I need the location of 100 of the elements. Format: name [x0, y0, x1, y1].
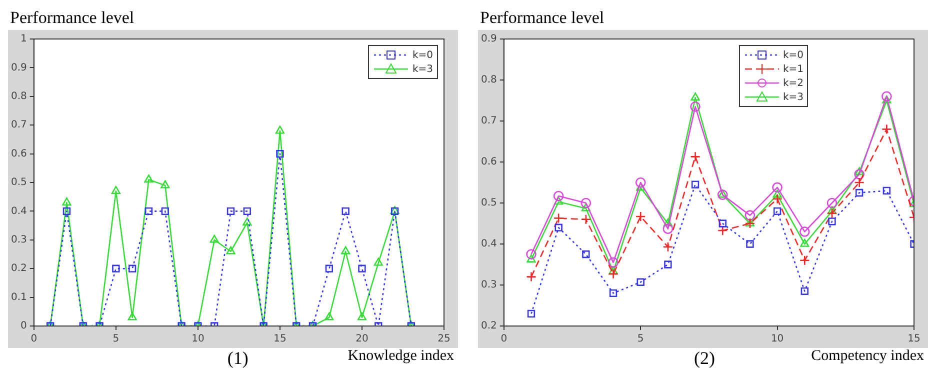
point — [553, 213, 564, 224]
x-tick-label: 5 — [637, 334, 644, 345]
point — [772, 190, 782, 198]
point — [276, 150, 284, 158]
point — [160, 180, 170, 188]
point — [854, 177, 864, 188]
point — [882, 186, 890, 195]
x-tick-label: 20 — [356, 334, 368, 345]
x-tick-label: 10 — [192, 334, 204, 345]
point — [854, 167, 864, 176]
point — [663, 218, 672, 226]
point — [342, 207, 350, 216]
point — [690, 102, 700, 112]
point — [526, 254, 536, 262]
point — [325, 264, 334, 272]
point — [746, 240, 754, 248]
point — [341, 246, 350, 254]
point — [690, 152, 700, 162]
x-tick-label: 15 — [908, 334, 920, 345]
y-axis-title: Performance level — [9, 8, 136, 29]
point — [690, 92, 700, 101]
point — [608, 257, 618, 268]
y-axis-title: Performance level — [479, 8, 606, 29]
y-tick-label: 0.3 — [480, 280, 497, 291]
y-tick-label: 0.4 — [480, 238, 497, 250]
point — [882, 91, 892, 102]
point — [609, 289, 618, 298]
y-tick-label: 0.9 — [10, 62, 27, 74]
x-tick-label: 0 — [500, 334, 508, 345]
y-tick-label: 0.8 — [10, 90, 27, 102]
point — [144, 207, 153, 216]
point — [744, 218, 756, 229]
point — [744, 210, 756, 220]
point — [800, 238, 810, 247]
legend-label: k=1 — [782, 64, 804, 74]
point — [210, 234, 219, 243]
y-tick-label: 1 — [20, 34, 27, 45]
x-tick-label: 15 — [274, 334, 286, 345]
point — [800, 287, 808, 295]
x-axis-title: Knowledge index — [348, 348, 455, 365]
point — [62, 207, 71, 216]
point — [128, 312, 137, 320]
y-tick-label: 0.6 — [10, 148, 27, 160]
point — [608, 268, 618, 280]
point — [855, 188, 864, 197]
legend-label: k=2 — [782, 78, 804, 88]
point — [243, 207, 251, 216]
point — [554, 224, 562, 232]
point — [324, 312, 334, 320]
text: (2) — [694, 348, 716, 368]
point — [357, 312, 367, 320]
point — [580, 214, 592, 225]
x-tick-label: 5 — [112, 334, 120, 345]
y-tick-label: 0.6 — [480, 156, 497, 168]
point — [374, 258, 383, 266]
point — [553, 190, 564, 202]
point — [581, 203, 590, 212]
x-tick-label: 0 — [30, 334, 38, 345]
point — [773, 207, 782, 216]
point — [772, 182, 782, 193]
point — [226, 246, 236, 254]
point — [526, 249, 536, 260]
point — [854, 169, 864, 180]
point — [882, 124, 892, 134]
point — [826, 208, 838, 218]
point — [828, 218, 836, 226]
legend-label: k=3 — [412, 64, 433, 74]
point — [226, 207, 235, 216]
y-tick-label: 0.1 — [10, 292, 27, 303]
y-tick-label: 0.7 — [10, 120, 27, 131]
point — [826, 198, 838, 208]
point — [161, 207, 169, 216]
point — [799, 226, 810, 237]
y-tick-label: 0.5 — [10, 177, 27, 188]
point — [242, 218, 252, 226]
y-tick-label: 0.5 — [480, 198, 497, 209]
text: (1) — [227, 348, 248, 368]
point — [111, 186, 120, 194]
x-tick-label: 10 — [770, 334, 784, 345]
legend-label: k=0 — [412, 50, 433, 60]
y-tick-label: 0.7 — [480, 116, 497, 127]
point — [664, 260, 672, 268]
point — [580, 198, 592, 208]
point — [526, 272, 536, 282]
y-tick-label: 0.2 — [480, 320, 497, 332]
point — [582, 250, 590, 258]
x-axis-title: Competency index — [811, 348, 925, 365]
y-tick-label: 0 — [20, 320, 27, 332]
point — [112, 264, 120, 272]
y-tick-label: 0.4 — [10, 206, 27, 217]
legend-label: k=3 — [782, 92, 804, 102]
point — [882, 95, 892, 104]
point — [745, 218, 755, 226]
point — [636, 278, 644, 286]
point — [691, 180, 700, 188]
point — [827, 206, 837, 214]
y-tick-label: 0.3 — [10, 234, 27, 246]
point — [635, 177, 646, 188]
point — [358, 264, 366, 272]
y-tick-label: 0.9 — [480, 34, 497, 45]
